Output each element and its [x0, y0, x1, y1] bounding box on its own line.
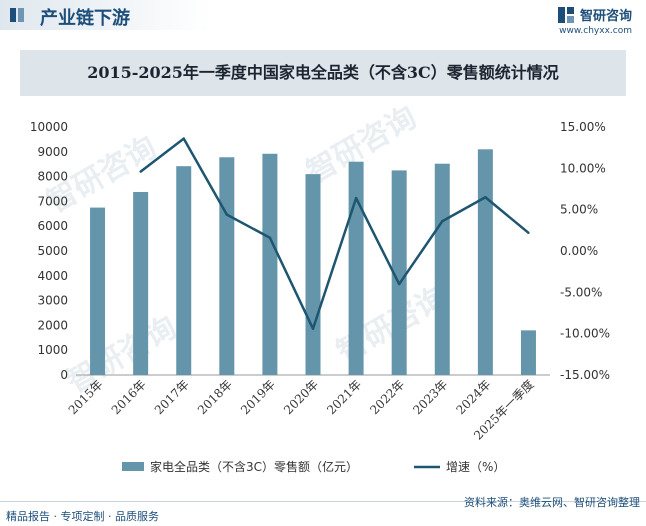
y-left-tick-label: 2000: [37, 318, 68, 332]
bar: [262, 153, 278, 375]
y-right-tick-label: 0.00%: [560, 244, 598, 258]
chart-title-band: 2015-2025年一季度中国家电全品类（不含3C）零售额统计情况: [20, 50, 626, 96]
y-left-tick-label: 1000: [37, 343, 68, 357]
y-left-tick-label: 7000: [37, 194, 68, 208]
y-left-tick-label: 3000: [37, 294, 68, 308]
y-left-tick-label: 9000: [37, 145, 68, 159]
bar: [219, 157, 235, 375]
x-tick-label: 2015年: [66, 377, 106, 417]
brand-url: www.chyxx.com: [559, 26, 632, 36]
x-tick-label: 2018年: [195, 377, 235, 417]
y-right-tick-label: -10.00%: [560, 327, 610, 341]
growth-point: [182, 137, 185, 140]
x-tick-label: 2024年: [454, 377, 494, 417]
growth-point: [225, 213, 229, 216]
x-tick-label: 2019年: [238, 377, 278, 417]
header-band: [0, 0, 210, 30]
x-tick-label: 2023年: [410, 377, 450, 417]
y-left-tick-label: 4000: [37, 269, 68, 283]
legend-label-line: 增速（%）: [446, 460, 505, 474]
footer-divider: [0, 501, 646, 502]
y-right-tick-label: 10.00%: [560, 161, 606, 175]
chart-title: 2015-2025年一季度中国家电全品类（不含3C）零售额统计情况: [87, 63, 559, 82]
legend-label-bar: 家电全品类（不含3C）零售额（亿元）: [150, 459, 358, 474]
y-right-tick-label: -15.00%: [560, 368, 610, 382]
x-tick-label: 2022年: [367, 377, 407, 417]
growth-point: [527, 231, 530, 235]
bar: [305, 174, 321, 375]
brand-name: 智研咨询: [579, 9, 632, 24]
footer-source: 资料来源：奥维云网、智研咨询整理: [464, 496, 640, 509]
growth-point: [139, 170, 142, 173]
header: 产业链下游 智研咨询 www.chyxx.com: [0, 0, 646, 36]
growth-point: [268, 236, 272, 239]
footer-tagline: 精品报告 · 专项定制 · 品质服务: [6, 510, 159, 523]
brand: 智研咨询: [557, 4, 632, 24]
y-right-tick-label: -5.00%: [560, 285, 602, 299]
x-tick-label: 2016年: [109, 377, 149, 417]
y-right-tick-label: 5.00%: [560, 203, 598, 217]
bar: [520, 330, 536, 375]
y-left-tick-label: 5000: [37, 244, 68, 258]
bar: [391, 170, 407, 375]
bar: [133, 191, 149, 375]
growth-point: [397, 282, 401, 286]
growth-point: [354, 196, 358, 200]
y-left-tick-label: 0: [60, 368, 68, 382]
x-tick-label: 2017年: [152, 377, 192, 417]
y-right-tick-label: 15.00%: [560, 120, 606, 134]
section-title: 产业链下游: [40, 8, 130, 29]
growth-line: [139, 137, 530, 330]
y-left-tick-label: 10000: [30, 120, 68, 134]
brand-logo-icon: [557, 6, 574, 23]
growth-point: [311, 327, 315, 330]
growth-point: [441, 220, 444, 223]
growth-point: [484, 196, 487, 199]
y-left-tick-label: 8000: [37, 170, 68, 184]
legend-swatch-bar: [122, 462, 144, 471]
y-left-tick-label: 6000: [37, 219, 68, 233]
bar: [348, 161, 364, 375]
x-tick-label: 2020年: [281, 377, 321, 417]
bar: [434, 163, 450, 375]
bar: [90, 207, 106, 375]
section-mark-icon: [10, 8, 24, 22]
x-tick-label: 2021年: [324, 377, 364, 417]
bar: [477, 149, 493, 375]
bar: [176, 166, 192, 375]
